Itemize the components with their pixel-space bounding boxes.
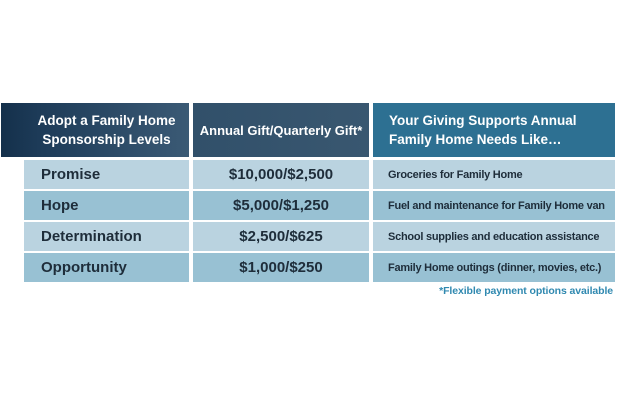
sponsorship-table: Adopt a Family Home Sponsorship Levels A…: [1, 103, 615, 282]
header-annual-quarterly-gift: Annual Gift/Quarterly Gift*: [193, 103, 369, 157]
header-sponsorship-levels: Adopt a Family Home Sponsorship Levels: [1, 103, 189, 157]
row-hope-level: Hope: [24, 191, 189, 220]
row-opportunity-level: Opportunity: [24, 253, 189, 282]
table-footnote: *Flexible payment options available: [439, 285, 613, 297]
row-hope-support: Fuel and maintenance for Family Home van: [373, 191, 615, 220]
row-opportunity-gift: $1,000/$250: [193, 253, 369, 282]
row-promise-support: Groceries for Family Home: [373, 160, 615, 189]
row-opportunity-support: Family Home outings (dinner, movies, etc…: [373, 253, 615, 282]
row-determination-support: School supplies and education assistance: [373, 222, 615, 251]
row-determination-gift: $2,500/$625: [193, 222, 369, 251]
row-determination-level: Determination: [24, 222, 189, 251]
header-giving-supports: Your Giving Supports Annual Family Home …: [373, 103, 615, 157]
row-promise-gift: $10,000/$2,500: [193, 160, 369, 189]
row-hope-gift: $5,000/$1,250: [193, 191, 369, 220]
row-promise-level: Promise: [24, 160, 189, 189]
